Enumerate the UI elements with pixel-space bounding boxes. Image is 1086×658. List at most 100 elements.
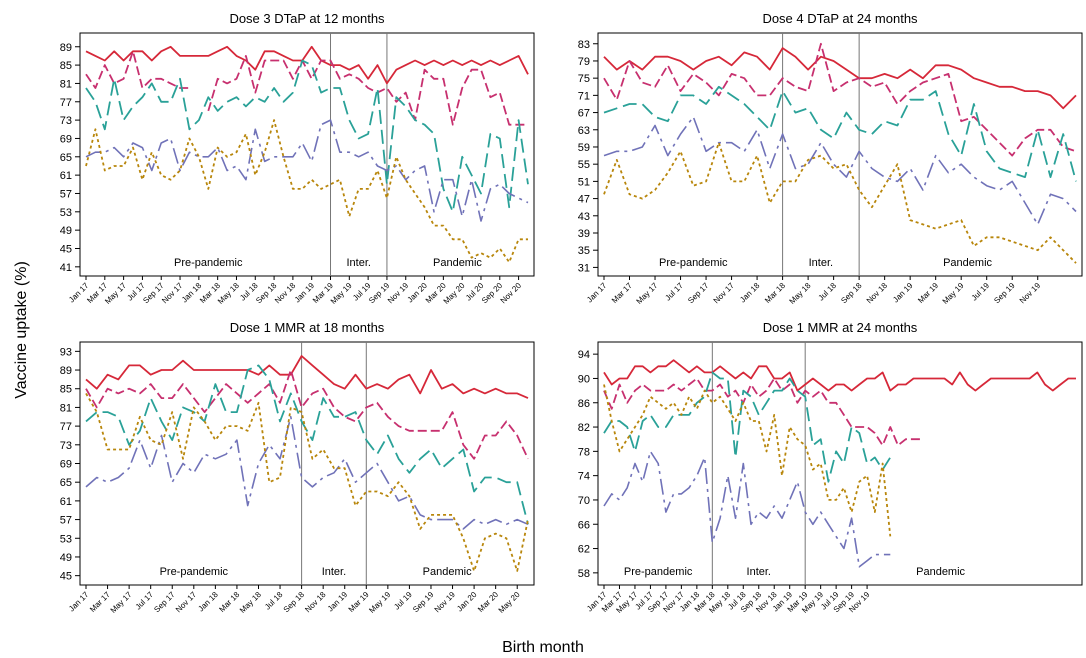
y-tick-label: 85 [60,384,72,396]
panel-title: Dose 1 MMR at 24 months [763,320,918,335]
x-tick-label: May 19 [329,281,354,306]
series-line-4 [603,450,891,568]
y-tick-label: 31 [578,262,590,274]
x-tick-label: Jul 19 [970,281,992,303]
y-tick-label: 51 [578,176,590,188]
x-tick-label: May 18 [216,281,241,306]
series-line-2 [603,42,1077,157]
series-line-2 [85,50,528,126]
y-tick-label: 90 [578,373,590,385]
x-tick-label: Mar 18 [763,281,787,305]
x-tick-label: Mar 17 [610,281,634,305]
y-tick-label: 78 [578,446,590,458]
period-label: Pandemic [943,257,992,269]
panel-title: Dose 3 DTaP at 12 months [229,11,385,26]
y-axis-title: Vaccine uptake (%) [13,261,30,399]
panel-title: Dose 1 MMR at 18 months [230,320,385,335]
x-tick-label: Sep 19 [992,281,1017,306]
x-tick-label: Nov 17 [174,590,199,615]
x-tick-label: Sep 17 [152,590,177,615]
y-tick-label: 65 [60,152,72,164]
series-line-1 [85,45,529,85]
y-tick-label: 63 [578,125,590,137]
x-tick-label: Nov 18 [865,281,890,306]
series-line-1 [603,359,1076,392]
y-tick-label: 75 [578,73,590,85]
y-tick-label: 94 [578,349,590,361]
panel-1: Dose 3 DTaP at 12 months 41 45 49 53 57 61 65 69… [60,11,535,306]
y-tick-label: 65 [60,477,72,489]
y-tick-label: 41 [60,262,72,274]
period-label: Pre-pandemic [174,257,243,269]
y-tick-label: 57 [60,188,72,200]
series-line-5 [85,119,528,264]
period-label: Pre-pandemic [624,566,693,578]
series-line-1 [603,47,1077,110]
y-tick-label: 89 [60,365,72,377]
series-line-4 [603,116,1077,226]
panel-3: Dose 1 MMR at 18 months 45 49 53 57 61 65 69 73 7… [60,320,535,615]
series-line-2 [603,377,922,447]
series-line-4 [85,119,529,222]
panel-2: Dose 4 DTaP at 24 months 31 35 39 43 47 51 55 59… [578,11,1083,306]
y-tick-label: 45 [60,571,72,583]
y-tick-label: 47 [578,194,590,206]
y-tick-label: 89 [60,42,72,54]
x-tick-label: Mar 20 [476,590,500,614]
y-tick-label: 85 [60,60,72,72]
x-tick-label: May 17 [635,281,660,306]
x-tick-label: May 17 [103,281,128,306]
y-tick-label: 58 [578,568,590,580]
x-tick-label: Mar 17 [88,590,112,614]
y-tick-label: 45 [60,243,72,255]
x-tick-label: Sep 17 [686,281,711,306]
x-tick-label: Nov 18 [303,590,328,615]
x-tick-label: Nov 19 [386,281,411,306]
x-tick-label: Nov 19 [1018,281,1043,306]
y-tick-label: 57 [60,515,72,527]
y-tick-label: 49 [60,552,72,564]
x-tick-label: Sep 19 [411,590,436,615]
period-label: Inter. [809,257,833,269]
x-tick-label: Nov 20 [499,281,524,306]
x-tick-label: Jul 17 [663,281,685,303]
y-tick-label: 77 [60,97,72,109]
x-tick-label: Jan 18 [738,281,762,305]
x-tick-label: May 20 [442,281,467,306]
x-axis-title: Birth month [502,639,584,656]
plot-frame [79,32,535,277]
x-tick-label: Nov 17 [160,281,185,306]
series-line-2 [85,369,529,460]
period-label: Pre-pandemic [659,257,728,269]
x-tick-label: Jan 18 [196,590,220,614]
x-tick-label: May 18 [788,281,813,306]
plot-frame [597,32,1083,277]
y-tick-label: 81 [60,78,72,90]
series-line-5 [603,141,1077,264]
x-tick-label: May 17 [109,590,134,615]
period-label: Pre-pandemic [160,566,229,578]
y-tick-label: 82 [578,422,590,434]
y-tick-label: 74 [578,471,590,483]
period-label: Pandemic [916,566,965,578]
y-tick-label: 35 [578,245,590,257]
x-tick-label: Nov 19 [433,590,458,615]
x-tick-label: Sep 18 [839,281,864,306]
plot-frame [597,341,1083,586]
x-tick-label: Mar 18 [217,590,241,614]
y-tick-label: 81 [60,402,72,414]
panel-4: Dose 1 MMR at 24 months 58 62 66 70 74 78 82 86 9… [578,320,1083,615]
y-tick-label: 83 [578,39,590,51]
series-line-5 [85,392,529,572]
y-tick-label: 86 [578,398,590,410]
y-tick-label: 77 [60,421,72,433]
panel-title: Dose 4 DTaP at 24 months [762,11,918,26]
y-tick-label: 79 [578,56,590,68]
plot-frame [79,341,535,586]
period-label: Pandemic [423,566,472,578]
y-tick-label: 53 [60,207,72,219]
x-tick-label: Nov 17 [712,281,737,306]
x-tick-label: Jan 19 [326,590,350,614]
period-label: Pandemic [433,257,482,269]
